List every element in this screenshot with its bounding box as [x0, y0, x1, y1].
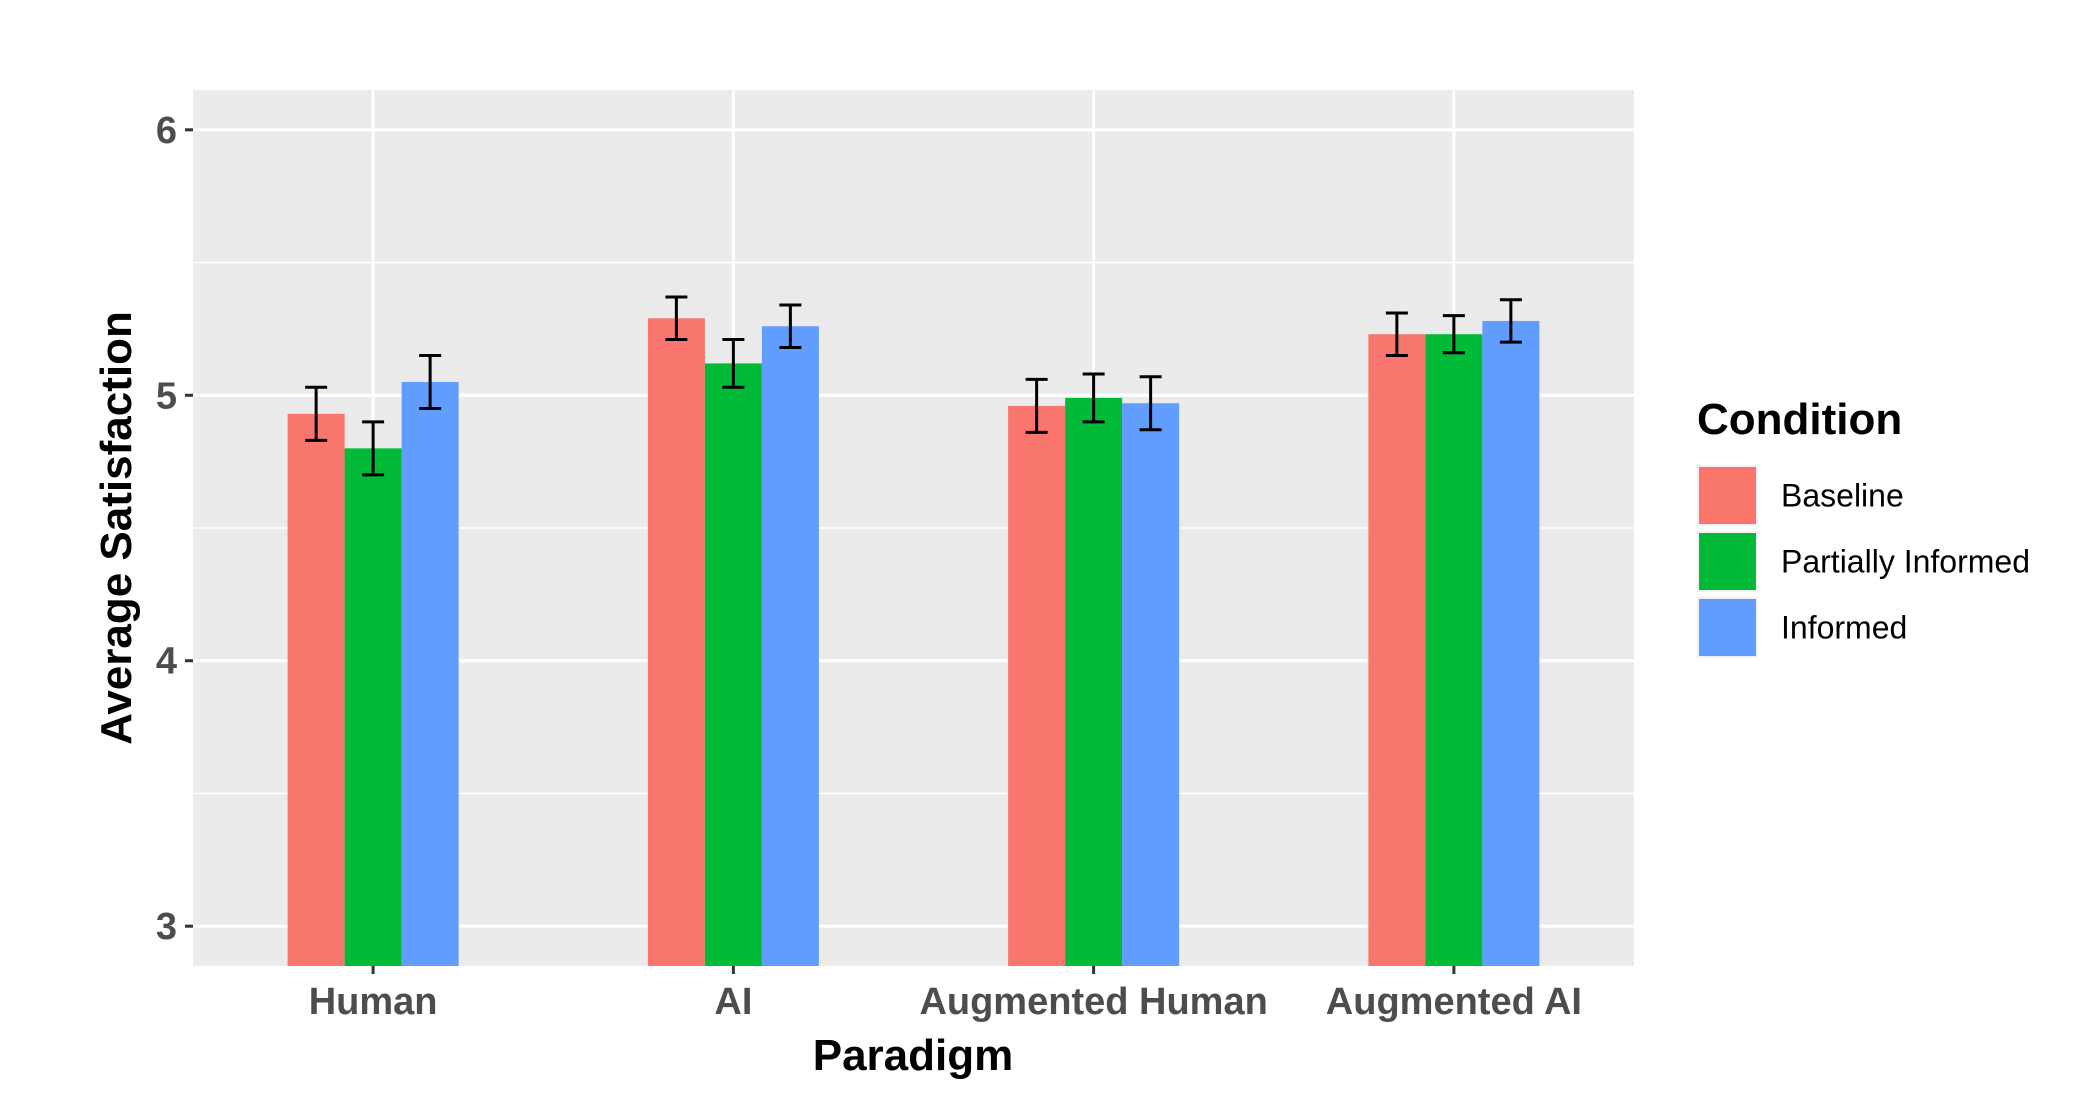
bar — [1368, 334, 1426, 967]
bars — [287, 318, 1540, 967]
bar — [1482, 320, 1540, 967]
y-tick-label: 6 — [156, 110, 177, 152]
legend-label: Informed — [1781, 610, 1907, 646]
y-tick-label: 4 — [156, 641, 177, 683]
bar — [1008, 405, 1066, 967]
x-tick-label: Human — [309, 981, 438, 1023]
legend-label: Baseline — [1781, 478, 1904, 514]
bar — [344, 448, 402, 966]
bar — [1425, 334, 1483, 967]
legend-title: Condition — [1697, 395, 1902, 444]
bar — [287, 413, 345, 966]
bar — [1065, 397, 1123, 967]
y-tick-label: 5 — [156, 375, 177, 417]
y-axis-title: Average Satisfaction — [92, 311, 141, 745]
x-tick-label: Augmented AI — [1326, 981, 1582, 1023]
x-tick-label: Augmented Human — [919, 981, 1267, 1023]
legend-label: Partially Informed — [1781, 544, 2030, 580]
legend: Condition Baseline Partially Informed Info… — [1697, 395, 2030, 658]
y-tick-label: 3 — [156, 906, 177, 948]
bar — [1122, 403, 1180, 967]
bar — [647, 318, 705, 967]
y-axis: 3 4 5 6 — [156, 110, 193, 948]
error-bars — [305, 295, 1522, 477]
x-axis: Human AI Augmented Human Augmented AI — [309, 966, 1582, 1023]
legend-key — [1699, 599, 1756, 656]
bar — [761, 326, 819, 967]
bar — [401, 382, 459, 966]
legend-key — [1699, 467, 1756, 524]
legend-key — [1699, 533, 1756, 590]
x-axis-title: Paradigm — [813, 1031, 1014, 1080]
bar — [704, 363, 762, 966]
x-tick-label: AI — [714, 981, 752, 1023]
